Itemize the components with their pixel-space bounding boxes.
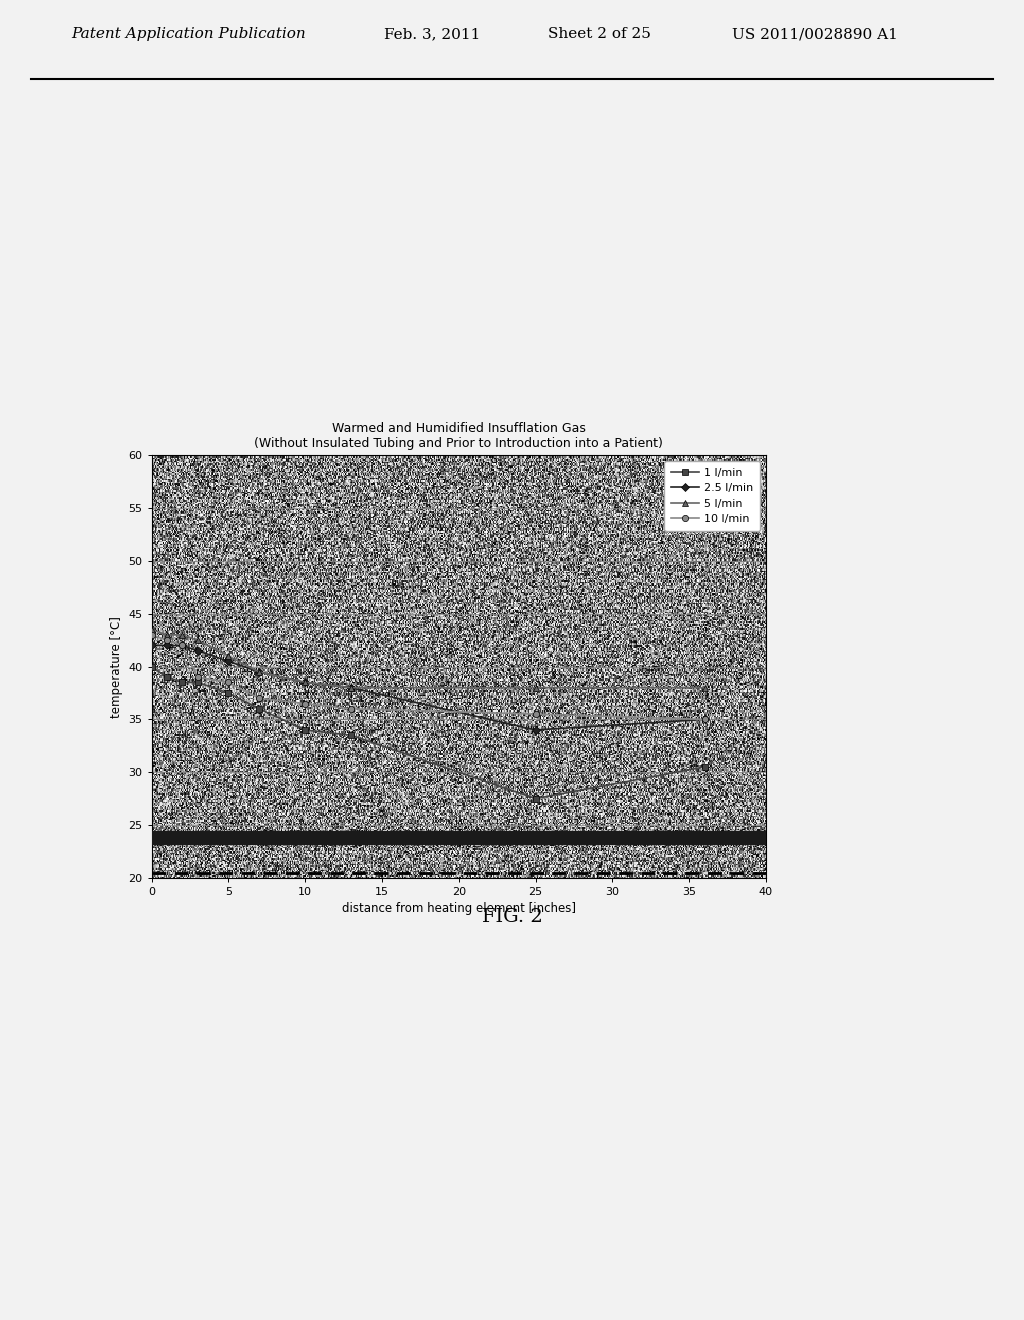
X-axis label: distance from heating element [inches]: distance from heating element [inches] [342,903,575,915]
5 l/min [253,664,265,680]
5 l/min [161,627,173,643]
10 l/min [529,706,542,722]
10 l/min [161,632,173,648]
1 l/min [299,722,311,738]
2.5 l/min [161,638,173,653]
5 l/min [529,680,542,696]
5 l/min [191,632,204,648]
5 l/min [145,622,158,638]
1 l/min [222,685,234,701]
Legend: 1 l/min, 2.5 l/min, 5 l/min, 10 l/min: 1 l/min, 2.5 l/min, 5 l/min, 10 l/min [665,461,761,531]
2.5 l/min [345,680,357,696]
2.5 l/min [145,638,158,653]
5 l/min [698,680,711,696]
10 l/min [176,638,188,653]
1 l/min [191,675,204,690]
5 l/min [222,648,234,664]
1 l/min [161,669,173,685]
2.5 l/min [529,722,542,738]
1 l/min [145,659,158,675]
5 l/min [299,675,311,690]
Text: US 2011/0028890 A1: US 2011/0028890 A1 [732,28,898,41]
Text: Sheet 2 of 25: Sheet 2 of 25 [548,28,650,41]
Y-axis label: temperature [°C]: temperature [°C] [110,615,123,718]
10 l/min [299,696,311,711]
10 l/min [253,690,265,706]
1 l/min [176,675,188,690]
5 l/min [176,627,188,643]
Line: 10 l/min: 10 l/min [148,632,708,722]
Text: FIG. 2: FIG. 2 [481,908,543,927]
10 l/min [698,711,711,727]
2.5 l/min [698,711,711,727]
1 l/min [345,727,357,743]
2.5 l/min [176,638,188,653]
1 l/min [253,701,265,717]
Title: Warmed and Humidified Insufflation Gas
(Without Insulated Tubing and Prior to In: Warmed and Humidified Insufflation Gas (… [254,422,664,450]
10 l/min [145,627,158,643]
10 l/min [345,701,357,717]
Bar [152,832,766,843]
2.5 l/min [299,675,311,690]
Line: 2.5 l/min: 2.5 l/min [148,643,708,733]
10 l/min [222,675,234,690]
Text: Patent Application Publication: Patent Application Publication [72,28,306,41]
1 l/min [529,791,542,807]
5 l/min [345,680,357,696]
Text: Feb. 3, 2011: Feb. 3, 2011 [384,28,480,41]
10 l/min [191,669,204,685]
1 l/min [698,759,711,775]
Line: 5 l/min: 5 l/min [148,627,708,690]
Line: 1 l/min: 1 l/min [148,664,708,801]
2.5 l/min [191,643,204,659]
2.5 l/min [253,664,265,680]
2.5 l/min [222,653,234,669]
